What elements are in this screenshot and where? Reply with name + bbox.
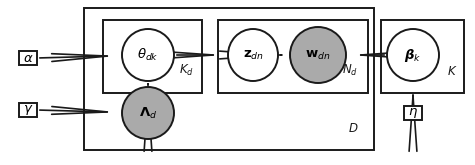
Bar — [19, 103, 37, 117]
Text: $K$: $K$ — [446, 65, 457, 78]
Ellipse shape — [290, 27, 346, 83]
Bar — [404, 106, 422, 120]
Text: $\mathbf{z}_{dn}$: $\mathbf{z}_{dn}$ — [243, 49, 264, 62]
Text: $\gamma$: $\gamma$ — [23, 103, 33, 117]
Text: $K_d$: $K_d$ — [179, 63, 194, 78]
Text: $\boldsymbol{\Lambda}_d$: $\boldsymbol{\Lambda}_d$ — [139, 105, 157, 121]
Bar — [103, 20, 202, 93]
Bar — [381, 20, 464, 93]
Bar — [84, 8, 374, 150]
Text: $\boldsymbol{\beta}_k$: $\boldsymbol{\beta}_k$ — [404, 47, 422, 64]
Bar — [19, 51, 37, 65]
Ellipse shape — [122, 87, 174, 139]
Text: $\alpha$: $\alpha$ — [23, 51, 33, 65]
Ellipse shape — [387, 29, 439, 81]
Text: $\theta_{dk}$: $\theta_{dk}$ — [137, 47, 159, 63]
Text: $\mathbf{w}_{dn}$: $\mathbf{w}_{dn}$ — [305, 49, 331, 62]
Text: $\eta$: $\eta$ — [408, 106, 418, 120]
Text: $N_d$: $N_d$ — [342, 63, 358, 78]
Ellipse shape — [228, 29, 278, 81]
Ellipse shape — [122, 29, 174, 81]
Text: $D$: $D$ — [348, 122, 358, 135]
Bar — [218, 20, 368, 93]
